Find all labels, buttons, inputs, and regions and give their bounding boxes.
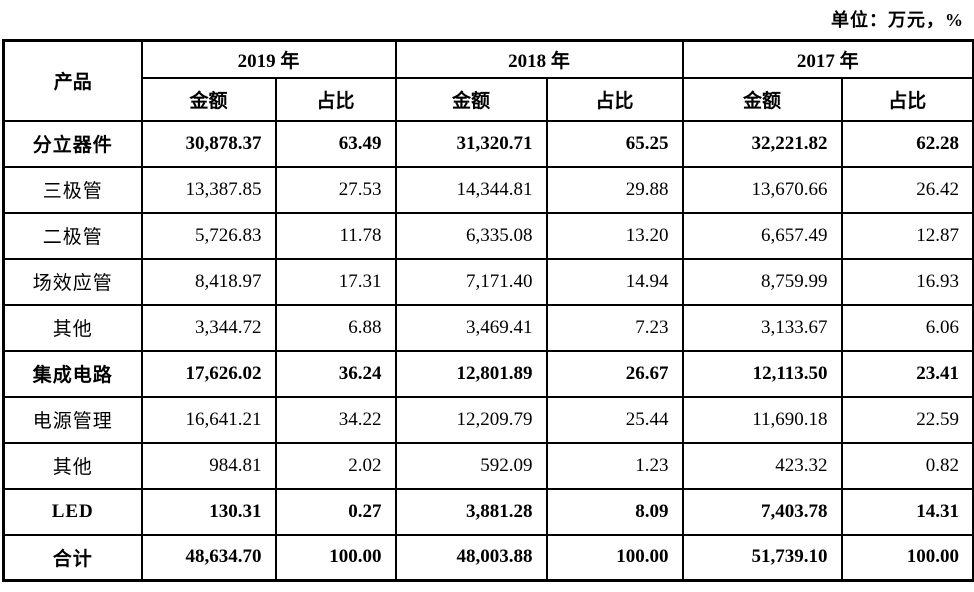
table-row: 分立器件 30,878.37 63.49 31,320.71 65.25 32,221.8… — [2, 119, 974, 168]
table-row: LED 130.31 0.27 3,881.28 8.09 7,403.78 14.31 — [2, 487, 974, 536]
amount-cell: 13,670.66 — [681, 165, 843, 214]
ratio-cell: 62.28 — [840, 119, 974, 168]
table-header: 产品 2019 年 2018 年 2017 年 金额 占比 金额 占比 金额 占… — [2, 39, 974, 122]
amount-cell: 31,320.71 — [394, 119, 548, 168]
amount-cell: 3,469.41 — [394, 303, 548, 352]
amount-cell: 12,209.79 — [394, 395, 548, 444]
col-header-amount-2017: 金额 — [681, 76, 843, 122]
amount-cell: 984.81 — [140, 441, 277, 490]
ratio-cell: 8.09 — [545, 487, 684, 536]
amount-cell: 48,634.70 — [140, 533, 277, 582]
amount-cell: 48,003.88 — [394, 533, 548, 582]
amount-cell: 17,626.02 — [140, 349, 277, 398]
col-header-ratio-2019: 占比 — [274, 76, 397, 122]
ratio-cell: 14.94 — [545, 257, 684, 306]
unit-note: 单位：万元，% — [831, 10, 964, 30]
col-header-ratio-2017: 占比 — [840, 76, 974, 122]
ratio-cell: 14.31 — [840, 487, 974, 536]
ratio-cell: 100.00 — [545, 533, 684, 582]
product-label: 二极管 — [2, 211, 143, 260]
col-header-amount-2019: 金额 — [140, 76, 277, 122]
amount-cell: 130.31 — [140, 487, 277, 536]
product-label: 其他 — [2, 441, 143, 490]
amount-cell: 5,726.83 — [140, 211, 277, 260]
ratio-cell: 100.00 — [274, 533, 397, 582]
table-row: 集成电路 17,626.02 36.24 12,801.89 26.67 12,113.5… — [2, 349, 974, 398]
ratio-cell: 25.44 — [545, 395, 684, 444]
ratio-cell: 6.06 — [840, 303, 974, 352]
year-header-row: 产品 2019 年 2018 年 2017 年 — [2, 39, 974, 122]
amount-cell: 11,690.18 — [681, 395, 843, 444]
amount-cell: 6,657.49 — [681, 211, 843, 260]
col-header-product: 产品 — [2, 39, 143, 122]
ratio-cell: 100.00 — [840, 533, 974, 582]
col-header-year-2018: 2018 年 — [394, 39, 684, 79]
amount-cell: 14,344.81 — [394, 165, 548, 214]
amount-cell: 7,171.40 — [394, 257, 548, 306]
table-row: 其他 984.81 2.02 592.09 1.23 423.32 0.82 — [2, 441, 974, 490]
amount-cell: 8,418.97 — [140, 257, 277, 306]
ratio-cell: 36.24 — [274, 349, 397, 398]
ratio-cell: 6.88 — [274, 303, 397, 352]
ratio-cell: 26.42 — [840, 165, 974, 214]
sub-header-row: 金额 占比 金额 占比 金额 占比 — [4, 76, 974, 122]
product-label: 集成电路 — [2, 349, 143, 398]
ratio-cell: 29.88 — [545, 165, 684, 214]
product-label: LED — [2, 487, 143, 536]
amount-cell: 3,344.72 — [140, 303, 277, 352]
ratio-cell: 13.20 — [545, 211, 684, 260]
amount-cell: 16,641.21 — [140, 395, 277, 444]
amount-cell: 12,801.89 — [394, 349, 548, 398]
amount-cell: 32,221.82 — [681, 119, 843, 168]
ratio-cell: 17.31 — [274, 257, 397, 306]
table-row: 场效应管 8,418.97 17.31 7,171.40 14.94 8,759.99 16… — [2, 257, 974, 306]
ratio-cell: 16.93 — [840, 257, 974, 306]
amount-cell: 12,113.50 — [681, 349, 843, 398]
amount-cell: 30,878.37 — [140, 119, 277, 168]
ratio-cell: 65.25 — [545, 119, 684, 168]
amount-cell: 592.09 — [394, 441, 548, 490]
amount-cell: 51,739.10 — [681, 533, 843, 582]
table-row: 电源管理 16,641.21 34.22 12,209.79 25.44 11,690.1… — [2, 395, 974, 444]
product-revenue-table: 产品 2019 年 2018 年 2017 年 金额 占比 金额 占比 金额 占… — [2, 39, 974, 582]
ratio-cell: 63.49 — [274, 119, 397, 168]
ratio-cell: 22.59 — [840, 395, 974, 444]
table-row: 二极管 5,726.83 11.78 6,335.08 13.20 6,657.49 12.… — [2, 211, 974, 260]
product-label: 其他 — [2, 303, 143, 352]
amount-cell: 3,133.67 — [681, 303, 843, 352]
col-header-year-2017: 2017 年 — [681, 39, 974, 79]
ratio-cell: 34.22 — [274, 395, 397, 444]
ratio-cell: 1.23 — [545, 441, 684, 490]
table-row: 其他 3,344.72 6.88 3,469.41 7.23 3,133.67 6.06 — [2, 303, 974, 352]
ratio-cell: 26.67 — [545, 349, 684, 398]
product-label: 场效应管 — [2, 257, 143, 306]
col-header-year-2019: 2019 年 — [140, 39, 397, 79]
ratio-cell: 7.23 — [545, 303, 684, 352]
col-header-amount-2018: 金额 — [394, 76, 548, 122]
amount-cell: 3,881.28 — [394, 487, 548, 536]
product-label: 分立器件 — [2, 119, 143, 168]
ratio-cell: 23.41 — [840, 349, 974, 398]
ratio-cell: 11.78 — [274, 211, 397, 260]
product-label: 电源管理 — [2, 395, 143, 444]
amount-cell: 13,387.85 — [140, 165, 277, 214]
ratio-cell: 2.02 — [274, 441, 397, 490]
ratio-cell: 0.27 — [274, 487, 397, 536]
amount-cell: 7,403.78 — [681, 487, 843, 536]
ratio-cell: 27.53 — [274, 165, 397, 214]
amount-cell: 6,335.08 — [394, 211, 548, 260]
product-label: 合计 — [2, 533, 143, 582]
table-row: 三极管 13,387.85 27.53 14,344.81 29.88 13,670.66… — [2, 165, 974, 214]
product-label: 三极管 — [2, 165, 143, 214]
table-row: 合计 48,634.70 100.00 48,003.88 100.00 51,739.1… — [2, 533, 974, 582]
amount-cell: 8,759.99 — [681, 257, 843, 306]
ratio-cell: 12.87 — [840, 211, 974, 260]
table-body: 分立器件 30,878.37 63.49 31,320.71 65.25 32,221.8… — [2, 119, 974, 582]
ratio-cell: 0.82 — [840, 441, 974, 490]
amount-cell: 423.32 — [681, 441, 843, 490]
col-header-ratio-2018: 占比 — [545, 76, 684, 122]
